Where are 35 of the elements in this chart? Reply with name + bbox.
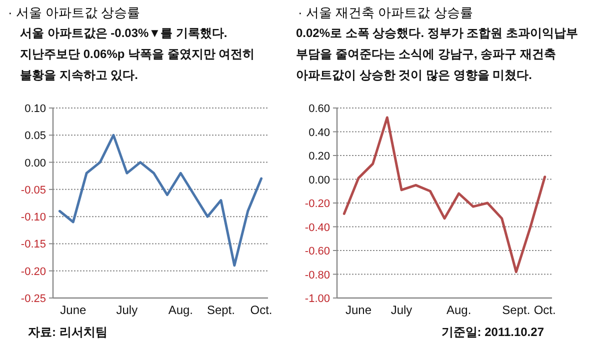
- y-tick-label: 0.20: [308, 150, 330, 162]
- y-tick-label: 0.00: [24, 157, 46, 170]
- x-tick-label: Sept.: [206, 303, 235, 317]
- chart-subtitle: 서울 아파트값은 -0.03%▼를 기록했다. 지난주보단 0.06%p 낙폭을 줄였지만 여전히 불황을 지속하고 있다.: [20, 26, 255, 82]
- chart-subtitle: 0.02%로 소폭 상승했다. 정부가 조합원 초과이익납부 부담을 줄여준다는 소식에 강남구, 송파구 재건축 아파트값이 상승한 것이 많은 영향을 미쳤다.: [296, 26, 578, 82]
- x-tick-label: Aug.: [446, 303, 472, 317]
- x-tick-label: July: [116, 303, 138, 317]
- x-tick-label: July: [390, 303, 412, 317]
- y-tick-label: 0.05: [24, 130, 46, 142]
- y-tick-label: 0.40: [308, 126, 330, 139]
- chart-title: · 서울 아파트값 상승률: [8, 5, 140, 20]
- y-tick-label: -0.15: [20, 238, 46, 251]
- text: 자료: 리서치팀: [28, 325, 108, 339]
- chart-title: · 서울 재건축 아파트값 상승률: [298, 5, 473, 20]
- y-tick-label: 0.60: [308, 103, 330, 115]
- y-tick-label: 0.00: [308, 174, 330, 186]
- line-series: [58, 134, 263, 267]
- y-tick-label: -0.60: [304, 246, 330, 258]
- line-series: [342, 116, 546, 274]
- y-tick-label: -0.10: [20, 212, 46, 224]
- y-tick-label: -1.00: [304, 293, 330, 305]
- x-tick-label: Oct.: [250, 303, 272, 317]
- y-tick-label: -0.25: [20, 293, 46, 305]
- text: 기준일: 2011.10.27: [441, 325, 544, 339]
- x-tick-label: Aug.: [168, 303, 193, 317]
- x-tick-label: June: [345, 303, 372, 317]
- y-tick-label: -0.80: [304, 269, 330, 282]
- y-tick-label: -0.20: [20, 266, 46, 278]
- y-tick-label: -0.05: [20, 184, 46, 196]
- y-tick-label: 0.10: [24, 103, 46, 115]
- x-tick-label: June: [60, 303, 86, 317]
- y-tick-label: -0.40: [304, 222, 330, 234]
- y-tick-label: -0.20: [304, 198, 330, 210]
- x-tick-label: Oct.: [534, 303, 556, 317]
- x-tick-label: Sept.: [502, 303, 530, 317]
